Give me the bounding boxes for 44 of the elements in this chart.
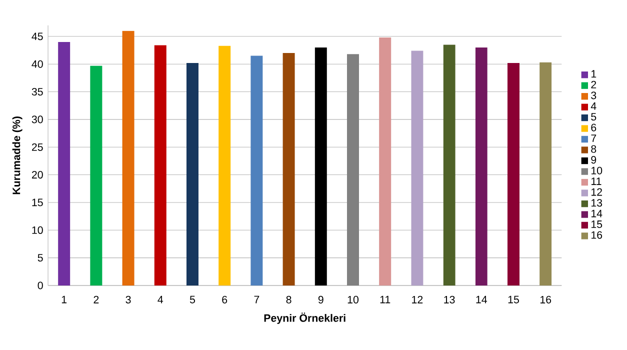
x-tick-label: 3 [126,296,131,304]
legend-label: 4 [590,102,596,110]
x-tick-label: 2 [94,296,99,304]
legend-label: 16 [591,231,602,239]
x-tick-label: 15 [508,296,519,304]
y-tick-label: 40 [32,60,43,68]
x-tick-label: 9 [318,296,324,304]
legend-label: 13 [591,199,602,207]
x-tick-label: 13 [444,296,455,304]
legend-label: 2 [591,81,596,89]
y-tick-label: 20 [32,171,43,179]
legend-label: 12 [591,188,602,196]
y-tick-label: 45 [32,32,43,40]
legend-label: 11 [591,178,602,186]
x-tick-label: 7 [254,296,260,304]
x-tick-label: 16 [540,296,552,304]
legend-label: 5 [591,113,596,121]
y-tick-label: 10 [32,226,43,234]
x-tick-label: 5 [190,296,195,304]
x-tick-label: 11 [380,296,390,304]
y-tick-label: 25 [32,144,43,152]
y-tick-label: 0 [38,282,43,290]
x-tick-label: 12 [412,296,423,304]
x-tick-label: 6 [222,296,228,304]
x-tick-label: 1 [62,296,67,304]
legend-label: 15 [591,220,602,228]
x-tick-label: 4 [158,296,164,304]
y-tick-label: 15 [32,198,43,206]
x-axis-title: Peynir Örnekleri [264,312,346,324]
y-tick-label: 35 [32,88,43,96]
x-tick-label: 10 [348,296,359,304]
legend-label: 7 [591,134,596,142]
x-tick-label: 14 [476,296,488,304]
legend-label: 8 [591,145,596,154]
legend-label: 10 [591,167,602,175]
legend-label: 3 [591,92,596,100]
legend-label: 6 [591,124,596,132]
legend-label: 9 [591,156,596,164]
legend-label: 1 [591,70,596,78]
y-tick-label: 5 [38,254,43,262]
x-tick-label: 8 [286,296,292,304]
y-axis-title: Kurumadde (%) [12,116,22,194]
y-tick-label: 30 [32,116,43,124]
legend-label: 14 [591,210,602,218]
